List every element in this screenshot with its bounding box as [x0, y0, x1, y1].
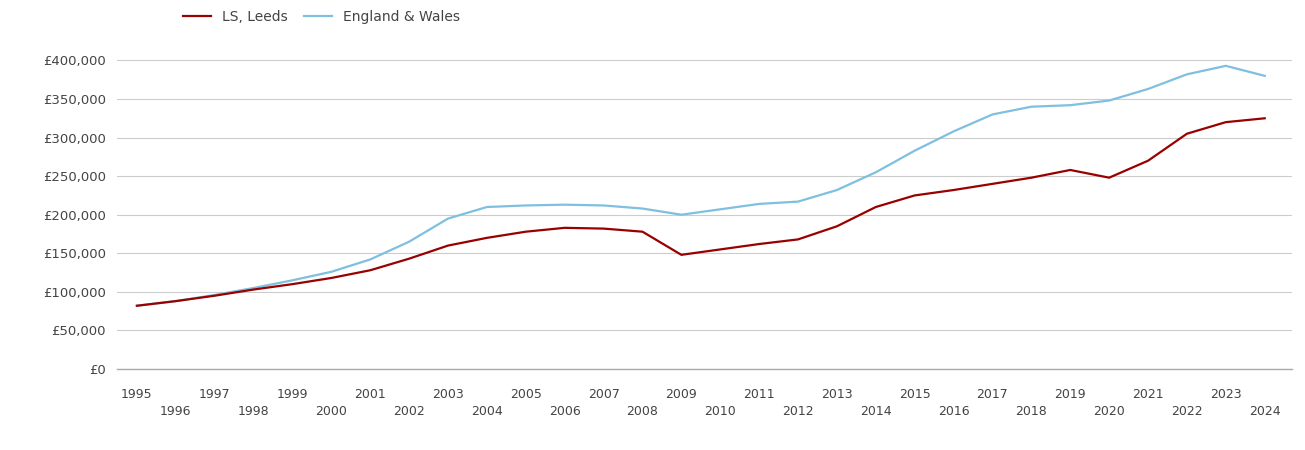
- England & Wales: [673, 212, 689, 217]
- LS, Leeds: [1141, 158, 1156, 163]
- England & Wales: [1062, 103, 1078, 108]
- Text: 2004: 2004: [471, 405, 502, 418]
- England & Wales: [324, 269, 339, 274]
- England & Wales: [1141, 86, 1156, 92]
- Text: 1995: 1995: [121, 388, 153, 401]
- LS, Leeds: [673, 252, 689, 257]
- LS, Leeds: [946, 187, 962, 193]
- Text: 1998: 1998: [238, 405, 269, 418]
- Legend: LS, Leeds, England & Wales: LS, Leeds, England & Wales: [183, 10, 461, 24]
- England & Wales: [129, 303, 145, 308]
- Text: 2000: 2000: [316, 405, 347, 418]
- LS, Leeds: [868, 204, 883, 210]
- Text: 2011: 2011: [744, 388, 775, 401]
- Text: 1997: 1997: [198, 388, 231, 401]
- Line: England & Wales: England & Wales: [137, 66, 1265, 306]
- England & Wales: [829, 187, 844, 193]
- LS, Leeds: [634, 229, 650, 234]
- England & Wales: [596, 203, 612, 208]
- Text: 2003: 2003: [432, 388, 463, 401]
- LS, Leeds: [129, 303, 145, 308]
- England & Wales: [245, 285, 261, 291]
- Text: 2001: 2001: [355, 388, 386, 401]
- LS, Leeds: [402, 256, 418, 261]
- England & Wales: [752, 201, 767, 207]
- England & Wales: [557, 202, 573, 207]
- LS, Leeds: [1062, 167, 1078, 173]
- Text: 2017: 2017: [976, 388, 1009, 401]
- Text: 1999: 1999: [277, 388, 308, 401]
- England & Wales: [1257, 73, 1272, 79]
- England & Wales: [1023, 104, 1039, 109]
- Text: 2022: 2022: [1171, 405, 1203, 418]
- LS, Leeds: [985, 181, 1001, 187]
- England & Wales: [207, 292, 223, 297]
- LS, Leeds: [207, 293, 223, 298]
- LS, Leeds: [363, 268, 378, 273]
- Line: LS, Leeds: LS, Leeds: [137, 118, 1265, 306]
- Text: 2024: 2024: [1249, 405, 1280, 418]
- England & Wales: [634, 206, 650, 211]
- Text: 2002: 2002: [393, 405, 425, 418]
- Text: 2006: 2006: [549, 405, 581, 418]
- England & Wales: [791, 199, 806, 204]
- England & Wales: [284, 278, 300, 283]
- LS, Leeds: [1257, 116, 1272, 121]
- England & Wales: [168, 298, 184, 304]
- England & Wales: [946, 129, 962, 134]
- England & Wales: [1218, 63, 1233, 68]
- England & Wales: [907, 148, 923, 153]
- LS, Leeds: [324, 275, 339, 281]
- Text: 2010: 2010: [705, 405, 736, 418]
- England & Wales: [868, 170, 883, 175]
- LS, Leeds: [1023, 175, 1039, 180]
- England & Wales: [713, 207, 728, 212]
- LS, Leeds: [557, 225, 573, 230]
- Text: 2007: 2007: [587, 388, 620, 401]
- England & Wales: [479, 204, 495, 210]
- LS, Leeds: [245, 287, 261, 292]
- LS, Leeds: [284, 281, 300, 287]
- Text: 2016: 2016: [938, 405, 970, 418]
- LS, Leeds: [907, 193, 923, 198]
- Text: 2012: 2012: [782, 405, 814, 418]
- England & Wales: [1101, 98, 1117, 103]
- LS, Leeds: [168, 298, 184, 304]
- LS, Leeds: [518, 229, 534, 234]
- England & Wales: [985, 112, 1001, 117]
- LS, Leeds: [713, 247, 728, 252]
- LS, Leeds: [1180, 131, 1195, 136]
- England & Wales: [440, 216, 455, 221]
- Text: 2020: 2020: [1094, 405, 1125, 418]
- Text: 2023: 2023: [1210, 388, 1241, 401]
- Text: 2009: 2009: [666, 388, 697, 401]
- Text: 2005: 2005: [510, 388, 542, 401]
- Text: 2019: 2019: [1054, 388, 1086, 401]
- LS, Leeds: [479, 235, 495, 241]
- England & Wales: [518, 203, 534, 208]
- Text: 2021: 2021: [1133, 388, 1164, 401]
- Text: 2015: 2015: [899, 388, 930, 401]
- Text: 2014: 2014: [860, 405, 891, 418]
- Text: 2008: 2008: [626, 405, 659, 418]
- England & Wales: [1180, 72, 1195, 77]
- Text: 2013: 2013: [821, 388, 852, 401]
- LS, Leeds: [791, 237, 806, 242]
- LS, Leeds: [752, 241, 767, 247]
- LS, Leeds: [596, 226, 612, 231]
- Text: 2018: 2018: [1015, 405, 1047, 418]
- Text: 1996: 1996: [161, 405, 192, 418]
- LS, Leeds: [829, 224, 844, 229]
- England & Wales: [363, 257, 378, 262]
- England & Wales: [402, 239, 418, 244]
- LS, Leeds: [1218, 119, 1233, 125]
- LS, Leeds: [440, 243, 455, 248]
- LS, Leeds: [1101, 175, 1117, 180]
